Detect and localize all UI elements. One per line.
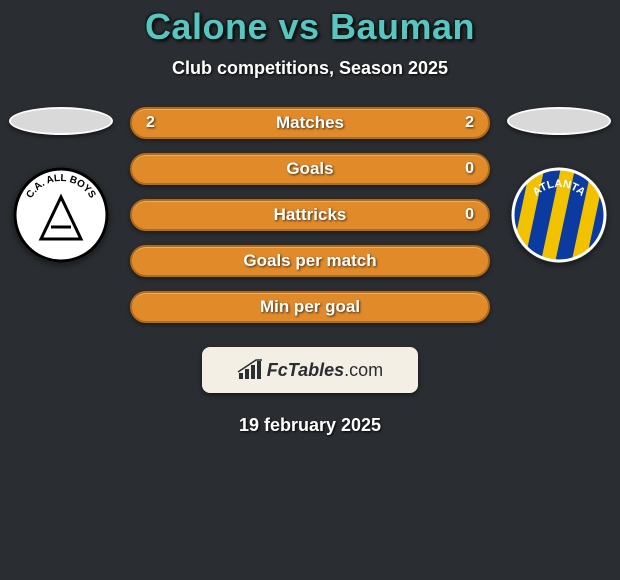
right-club-crest: ATLANTA: [511, 167, 607, 263]
card-content: Calone vs Bauman Club competitions, Seas…: [0, 0, 620, 436]
brand-text: FcTables.com: [267, 360, 383, 381]
stat-label: Matches: [276, 113, 344, 133]
stat-right-value: 2: [465, 114, 474, 132]
stat-bar: Hattricks 0: [130, 199, 490, 231]
stat-label: Goals: [286, 159, 333, 179]
brand-domain: .com: [344, 360, 383, 380]
left-player-name-oval: [9, 107, 113, 135]
left-side: C.A. ALL BOYS: [6, 107, 116, 263]
stat-bar: Goals 0: [130, 153, 490, 185]
stat-label: Hattricks: [274, 205, 347, 225]
bar-chart-icon: [237, 359, 263, 381]
right-side: ATLANTA: [504, 107, 614, 263]
brand-name: FcTables: [267, 360, 344, 380]
stat-bar: Matches 2 2: [130, 107, 490, 139]
stat-label: Goals per match: [243, 251, 376, 271]
page-title: Calone vs Bauman: [0, 6, 620, 48]
stat-label: Min per goal: [260, 297, 360, 317]
left-club-crest: C.A. ALL BOYS: [13, 167, 109, 263]
date-text: 19 february 2025: [0, 415, 620, 436]
stat-right-value: 0: [465, 160, 474, 178]
main-row: C.A. ALL BOYS Matches22Goals0Hattricks0G…: [0, 107, 620, 323]
all-boys-crest-icon: C.A. ALL BOYS: [13, 167, 109, 263]
stat-right-value: 0: [465, 206, 474, 224]
subtitle: Club competitions, Season 2025: [0, 58, 620, 79]
right-player-name-oval: [507, 107, 611, 135]
stat-bar: Goals per match: [130, 245, 490, 277]
stat-bars: Matches 2 2 Goals 0 Hattricks 0 Goals per match…: [116, 107, 504, 323]
brand-box[interactable]: FcTables.com: [202, 347, 418, 393]
stat-left-value: 2: [146, 114, 155, 132]
stat-bar: Min per goal: [130, 291, 490, 323]
atlanta-crest-icon: ATLANTA: [511, 167, 607, 263]
